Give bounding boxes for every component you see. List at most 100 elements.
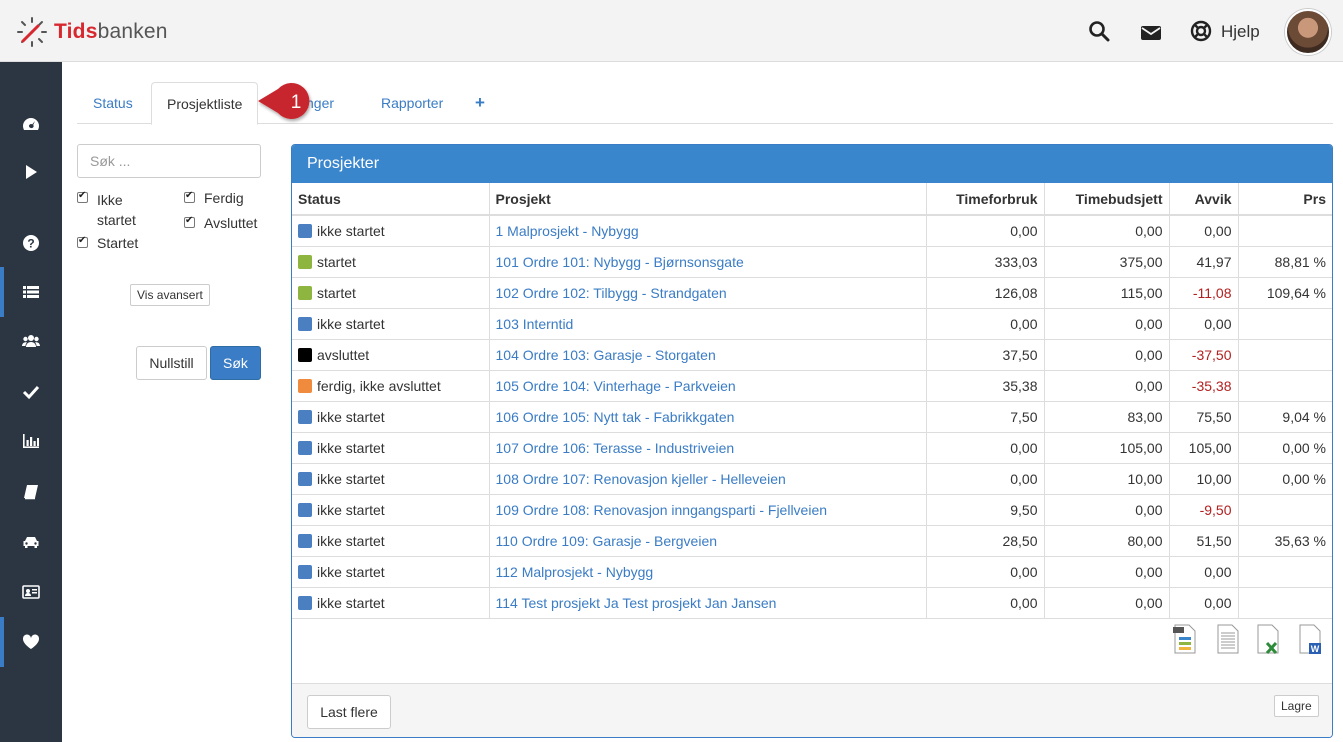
- search-button[interactable]: Søk: [210, 346, 261, 380]
- project-cell: 103 Interntid: [489, 308, 927, 340]
- reset-button[interactable]: Nullstill: [136, 346, 207, 380]
- logo[interactable]: Tidsbanken: [16, 16, 168, 48]
- sidebar-item-contacts[interactable]: [0, 567, 62, 617]
- timebudsjett-cell: 0,00: [1044, 308, 1170, 340]
- column-header-prs[interactable]: Prs: [1238, 183, 1332, 216]
- status-text: ikke startet: [317, 532, 385, 549]
- tab-prosjektliste[interactable]: Prosjektliste: [151, 82, 259, 125]
- sidebar-item-favorites[interactable]: [0, 617, 62, 667]
- column-header-avvik[interactable]: Avvik: [1169, 183, 1239, 216]
- project-link[interactable]: 112 Malprosjekt - Nybygg: [495, 563, 654, 580]
- table-row[interactable]: ikke startet 110 Ordre 109: Garasje - Ber…: [292, 525, 1332, 557]
- checkbox-box[interactable]: [77, 235, 88, 248]
- load-more-button[interactable]: Last flere: [307, 695, 391, 729]
- checkbox-box[interactable]: [184, 215, 195, 228]
- timeforbruk-cell: 0,00: [926, 556, 1045, 588]
- help-link[interactable]: Hjelp: [1221, 22, 1260, 41]
- search-input[interactable]: [77, 144, 261, 178]
- column-header-timebudsjett[interactable]: Timebudsjett: [1044, 183, 1170, 216]
- project-link[interactable]: 103 Interntid: [495, 315, 574, 332]
- checkbox-box[interactable]: [184, 190, 195, 203]
- sidebar-item-car[interactable]: [0, 517, 62, 567]
- prs-cell: 109,64 %: [1238, 277, 1332, 309]
- timeforbruk-cell: 35,38: [926, 370, 1045, 402]
- projects-table: Status Prosjekt Timeforbruk Timebudsjett…: [292, 183, 1332, 619]
- timebudsjett-cell: 375,00: [1044, 246, 1170, 278]
- status-color-swatch: [298, 316, 312, 331]
- avvik-cell: 0,00: [1169, 215, 1239, 247]
- table-row[interactable]: avsluttet 104 Ordre 103: Garasje - Storga…: [292, 339, 1332, 371]
- table-row[interactable]: ikke startet 112 Malprosjekt - Nybygg 0,00…: [292, 556, 1332, 588]
- table-row[interactable]: ferdig, ikke avsluttet 105 Ordre 104: Vin…: [292, 370, 1332, 402]
- save-button[interactable]: Lagre: [1274, 695, 1319, 717]
- sidebar-item-tasks[interactable]: [0, 367, 62, 417]
- sidebar-item-book[interactable]: [0, 467, 62, 517]
- status-cell: ikke startet: [292, 525, 490, 557]
- project-link[interactable]: 110 Ordre 109: Garasje - Bergveien: [495, 532, 718, 549]
- logo-text: Tidsbanken: [54, 20, 168, 43]
- table-row[interactable]: ikke startet 106 Ordre 105: Nytt tak - Fa…: [292, 401, 1332, 433]
- timebudsjett-cell: 0,00: [1044, 215, 1170, 247]
- checkbox-ikke-startet[interactable]: Ikke startet: [77, 190, 157, 230]
- avvik-cell: -9,50: [1169, 494, 1239, 526]
- tab-bar: Status Prosjektliste nger Rapporter +: [77, 82, 1333, 125]
- tab-status[interactable]: Status: [93, 95, 133, 111]
- column-header-status[interactable]: Status: [292, 183, 490, 216]
- table-row[interactable]: ikke startet 114 Test prosjekt Ja Test pr…: [292, 587, 1332, 619]
- checkbox-avsluttet[interactable]: Avsluttet: [184, 215, 257, 231]
- table-row[interactable]: ikke startet 103 Interntid 0,00 0,00 0,00: [292, 308, 1332, 340]
- table-row[interactable]: startet 101 Ordre 101: Nybygg - Bjørnsons…: [292, 246, 1332, 278]
- prs-cell: 9,04 %: [1238, 401, 1332, 433]
- project-cell: 101 Ordre 101: Nybygg - Bjørnsonsgate: [489, 246, 927, 278]
- word-export-icon[interactable]: W: [1297, 623, 1323, 655]
- envelope-icon[interactable]: [1140, 22, 1162, 44]
- sidebar-item-help[interactable]: ?: [0, 218, 62, 268]
- checkbox-box[interactable]: [77, 190, 88, 203]
- pdf-export-icon[interactable]: [1172, 623, 1198, 655]
- status-color-swatch: [298, 223, 312, 238]
- sidebar-item-play[interactable]: [0, 147, 62, 197]
- project-link[interactable]: 107 Ordre 106: Terasse - Industriveien: [495, 439, 735, 456]
- project-link[interactable]: 1 Malprosjekt - Nybygg: [495, 222, 639, 239]
- prs-cell: 0,00 %: [1238, 463, 1332, 495]
- tab-innstillinger[interactable]: nger: [306, 95, 335, 111]
- project-link[interactable]: 102 Ordre 102: Tilbygg - Strandgaten: [495, 284, 727, 301]
- table-row[interactable]: ikke startet 108 Ordre 107: Renovasjon kj…: [292, 463, 1332, 495]
- prs-cell: [1238, 494, 1332, 526]
- project-link[interactable]: 101 Ordre 101: Nybygg - Bjørnsonsgate: [495, 253, 744, 270]
- status-text: ikke startet: [317, 501, 385, 518]
- project-link[interactable]: 109 Ordre 108: Renovasjon inngangsparti …: [495, 501, 828, 518]
- project-link[interactable]: 106 Ordre 105: Nytt tak - Fabrikkgaten: [495, 408, 735, 425]
- sidebar-item-reports[interactable]: [0, 416, 62, 466]
- checkbox-ferdig[interactable]: Ferdig: [184, 190, 244, 206]
- timeforbruk-cell: 7,50: [926, 401, 1045, 433]
- project-link[interactable]: 108 Ordre 107: Renovasjon kjeller - Hell…: [495, 470, 786, 487]
- tab-add[interactable]: +: [475, 93, 485, 112]
- checkbox-startet[interactable]: Startet: [77, 235, 138, 251]
- table-row[interactable]: ikke startet 109 Ordre 108: Renovasjon in…: [292, 494, 1332, 526]
- prs-cell: [1238, 308, 1332, 340]
- search-icon[interactable]: [1088, 20, 1110, 42]
- svg-text:?: ?: [27, 237, 34, 251]
- prs-cell: [1238, 339, 1332, 371]
- table-row[interactable]: ikke startet 1 Malprosjekt - Nybygg 0,00 0,…: [292, 215, 1332, 247]
- column-header-timeforbruk[interactable]: Timeforbruk: [926, 183, 1045, 216]
- status-color-swatch: [298, 254, 312, 269]
- text-export-icon[interactable]: [1215, 623, 1241, 655]
- project-link[interactable]: 105 Ordre 104: Vinterhage - Parkveien: [495, 377, 736, 394]
- project-link[interactable]: 114 Test prosjekt Ja Test prosjekt Jan J…: [495, 594, 777, 611]
- advanced-button[interactable]: Vis avansert: [130, 284, 210, 306]
- project-link[interactable]: 104 Ordre 103: Garasje - Storgaten: [495, 346, 716, 363]
- tab-rapporter[interactable]: Rapporter: [381, 95, 444, 111]
- avvik-cell: 51,50: [1169, 525, 1239, 557]
- avatar[interactable]: [1285, 9, 1331, 55]
- excel-export-icon[interactable]: [1255, 623, 1281, 655]
- sidebar-item-users[interactable]: [0, 316, 62, 366]
- lifebuoy-icon[interactable]: [1190, 20, 1212, 42]
- projects-panel: Prosjekter Status Prosjekt Timeforbruk T…: [291, 144, 1333, 738]
- column-header-prosjekt[interactable]: Prosjekt: [489, 183, 927, 216]
- table-row[interactable]: ikke startet 107 Ordre 106: Terasse - Ind…: [292, 432, 1332, 464]
- sidebar-item-dashboard[interactable]: [0, 99, 62, 149]
- sidebar-item-list[interactable]: [0, 267, 62, 317]
- table-row[interactable]: startet 102 Ordre 102: Tilbygg - Strandga…: [292, 277, 1332, 309]
